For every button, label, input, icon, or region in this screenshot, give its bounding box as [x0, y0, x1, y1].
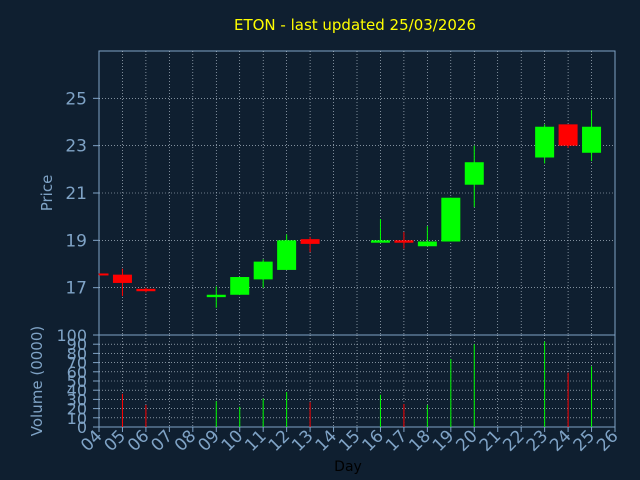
volume-y-tick-label: 80: [67, 344, 87, 363]
price-axis-label: Price: [38, 175, 56, 212]
x-axis-ticks: 0405060708091011121314151617181920212223…: [77, 426, 622, 455]
volume-y-tick-label: 10: [67, 409, 87, 428]
volume-axis-label: Volume (0000): [28, 326, 46, 436]
candle-body: [394, 240, 414, 243]
x-axis-label: Day: [334, 459, 362, 475]
volume-y-tick-label: 70: [67, 354, 87, 373]
price-candles: [98, 110, 602, 308]
chart-title: ETON - last updated 25/03/2026: [234, 16, 476, 34]
candle-body: [417, 241, 437, 247]
volume-y-tick-label: 0: [77, 418, 87, 437]
candle-body: [441, 197, 461, 242]
price-y-tick-label: 25: [65, 89, 87, 109]
volume-y-tick-label: 50: [67, 372, 87, 391]
volume-y-tick-label: 60: [67, 363, 87, 382]
candle-body: [558, 124, 578, 146]
volume-y-tick-label: 40: [67, 381, 87, 400]
candle-body: [535, 126, 555, 158]
x-tick-label: 26: [593, 426, 622, 455]
price-y-tick-label: 23: [65, 137, 87, 157]
candle-body: [206, 294, 226, 298]
volume-y-tick-label: 20: [67, 400, 87, 419]
volume-y-tick-label: 100: [56, 326, 87, 345]
price-y-tick-label: 17: [65, 279, 87, 299]
candle-body: [370, 240, 390, 243]
candle-body: [253, 261, 273, 280]
volume-y-tick-label: 90: [67, 335, 87, 354]
candle-body: [99, 273, 109, 276]
candle-body: [136, 288, 156, 292]
volume-grid: [99, 335, 615, 427]
price-grid: [99, 51, 615, 335]
candle-body: [277, 240, 297, 270]
volume-y-tick-label: 30: [67, 390, 87, 409]
candle-body: [230, 277, 250, 295]
candle-body: [464, 162, 484, 185]
candle-body: [300, 239, 320, 244]
candle-body: [582, 126, 602, 153]
price-y-ticks: 17 19 21 23 25: [65, 89, 99, 299]
price-panel: 17 19 21 23 25 Price: [38, 50, 616, 336]
candle-body: [112, 274, 132, 283]
volume-bars: [121, 341, 593, 427]
price-y-tick-label: 21: [65, 184, 87, 204]
price-y-tick-label: 19: [65, 231, 87, 251]
